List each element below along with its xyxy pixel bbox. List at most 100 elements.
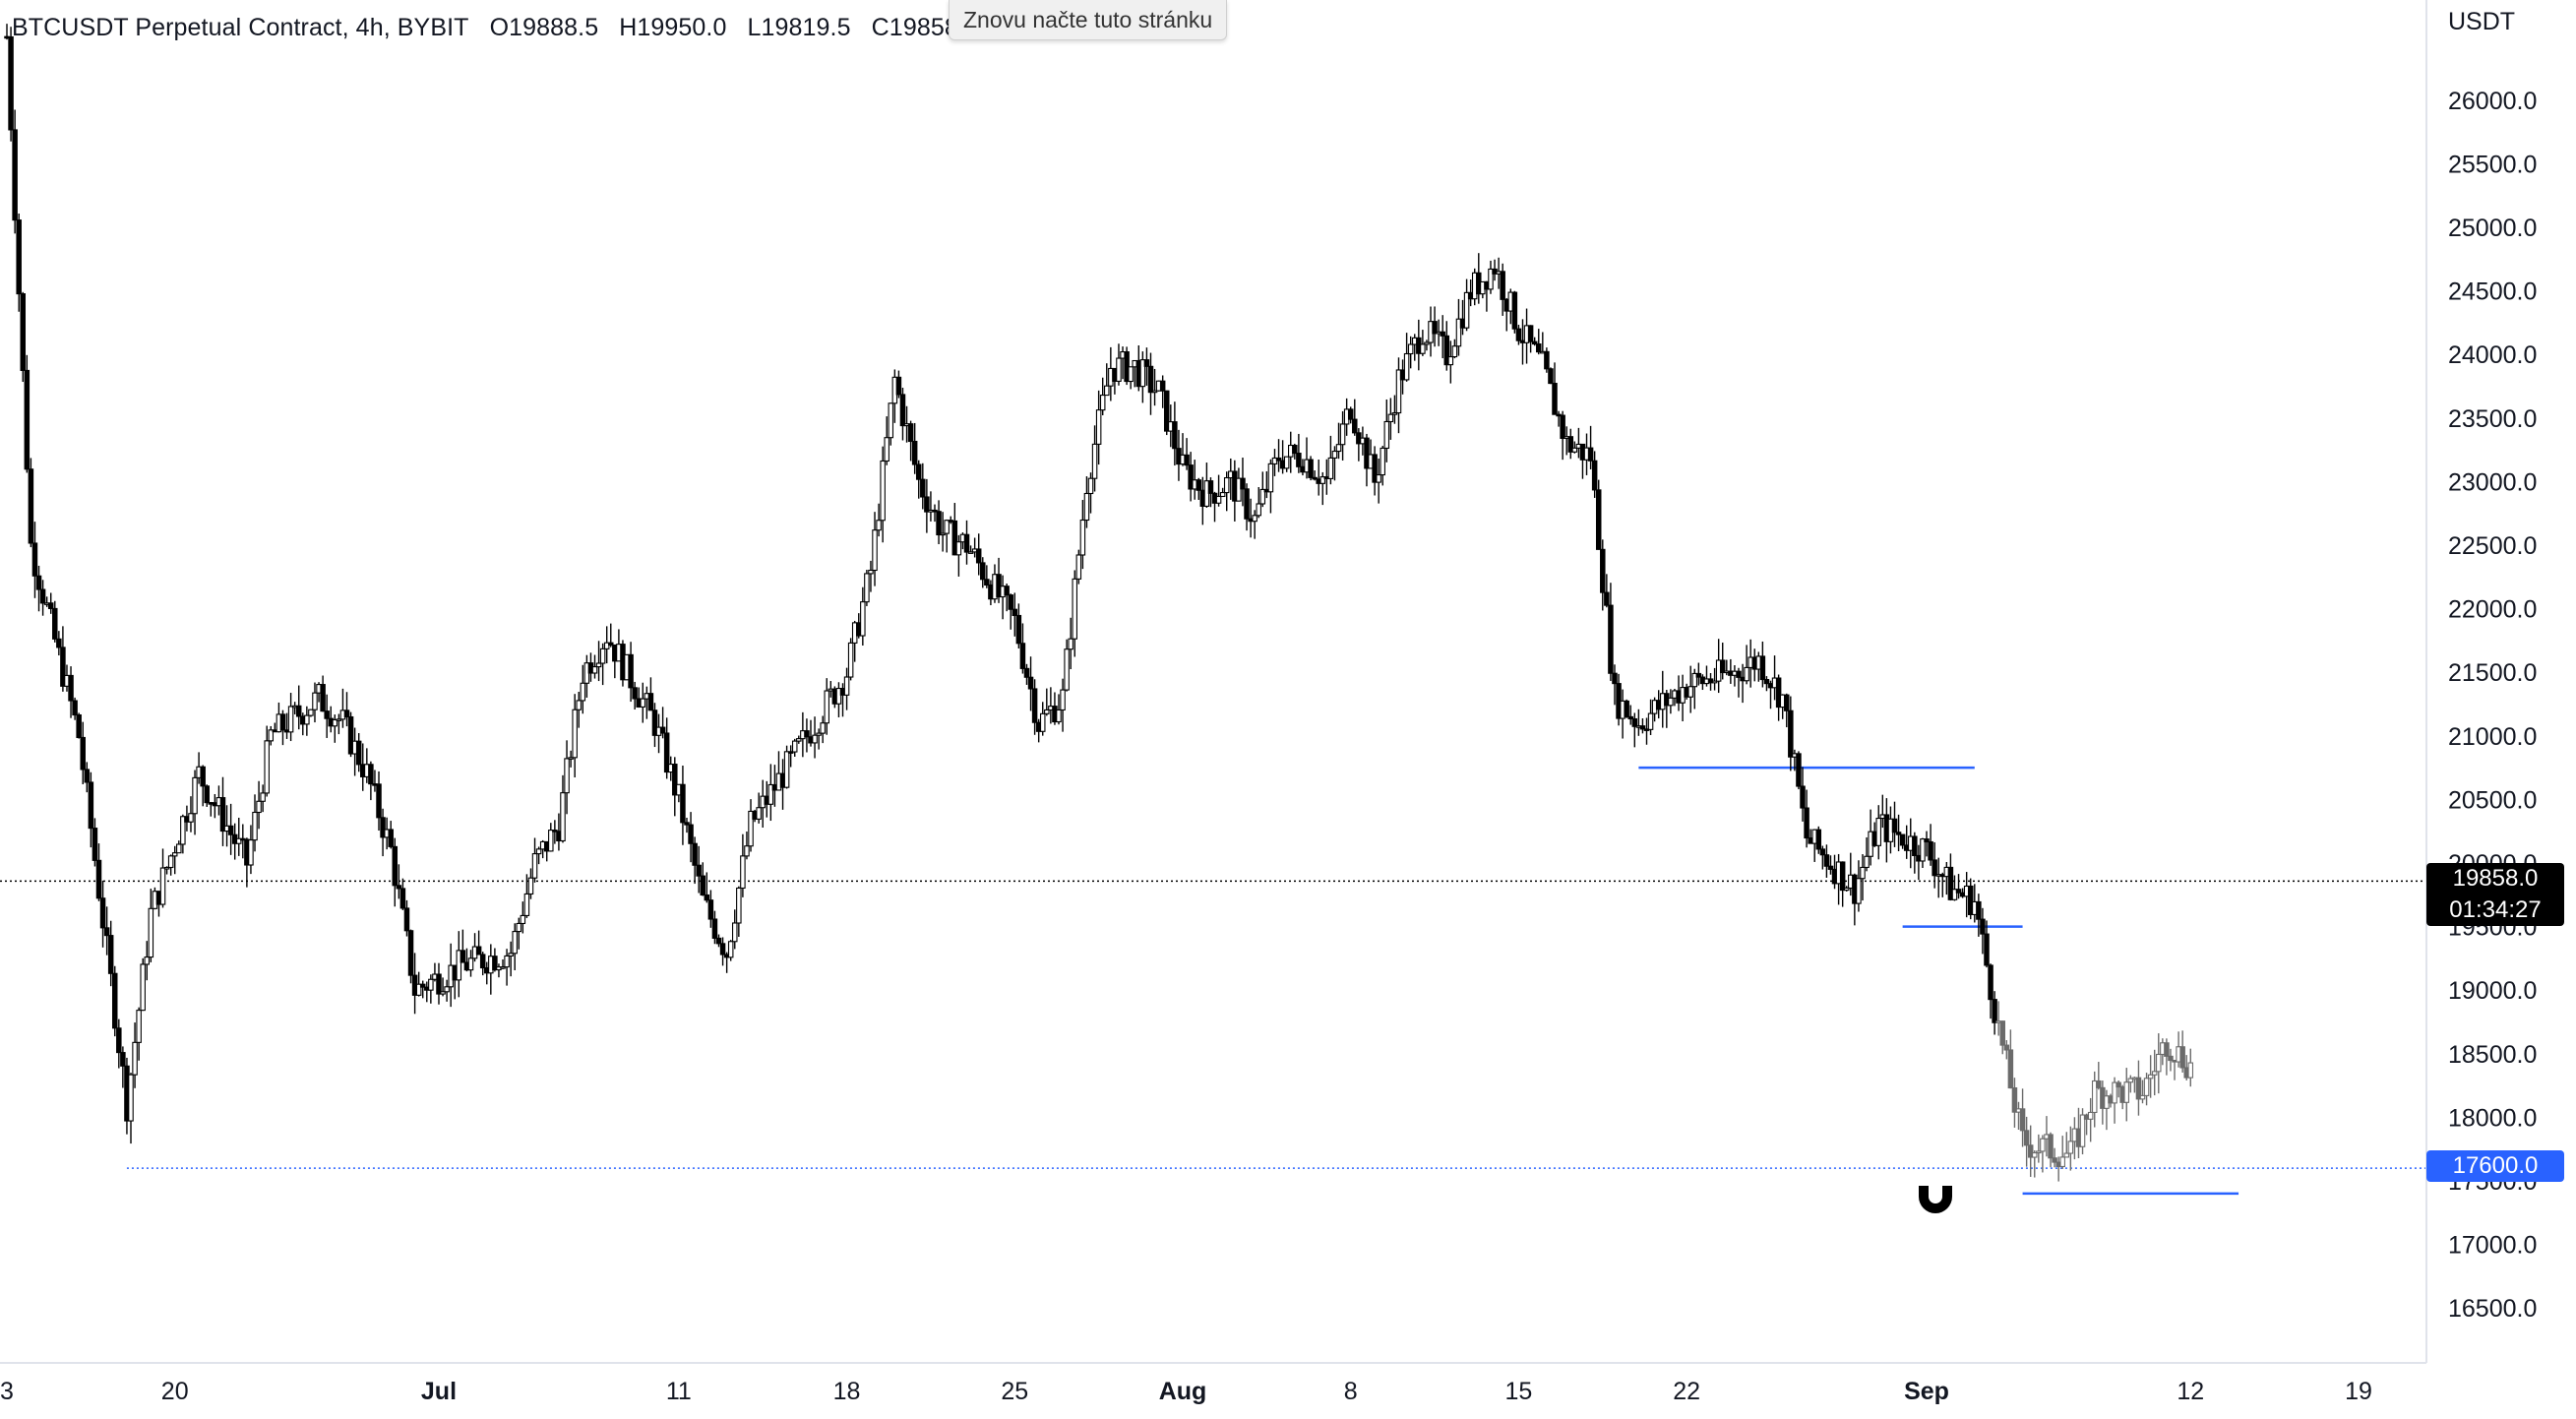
candle-body xyxy=(287,706,294,733)
candle-body xyxy=(103,927,110,937)
symbol-legend: BTCUSDT Perpetual Contract, 4h, BYBIT O1… xyxy=(12,14,993,42)
candle-body xyxy=(684,822,690,826)
magnet-icon[interactable] xyxy=(1913,1177,1958,1216)
candle-body xyxy=(1188,464,1194,490)
candle-body xyxy=(1775,677,1782,709)
candle-body xyxy=(1744,666,1749,682)
candle-body xyxy=(1056,709,1062,723)
price-tick-label: 23000.0 xyxy=(2448,468,2537,496)
candle-body xyxy=(176,843,182,854)
time-tick-label: 15 xyxy=(1505,1378,1533,1405)
candle-body xyxy=(500,966,506,969)
candle-body xyxy=(980,562,986,581)
candle-body xyxy=(2019,1108,2026,1132)
candle-body xyxy=(523,893,530,916)
candle-body xyxy=(1571,447,1578,453)
time-tick-label: Sep xyxy=(1904,1378,1949,1405)
candle-body xyxy=(1895,832,1902,835)
candle-body xyxy=(1631,717,1638,727)
symbol-title[interactable]: BTCUSDT Perpetual Contract, 4h, BYBIT xyxy=(12,14,469,41)
candle-body xyxy=(2091,1080,2098,1114)
candle-body xyxy=(975,548,982,564)
time-axis[interactable]: 3 20 Jul 11 18 25 Aug 8 15 22 Sep 12 19 xyxy=(0,1378,2372,1405)
candle-body xyxy=(1163,390,1170,432)
candle-body xyxy=(1924,838,1930,843)
candle-body xyxy=(1967,885,1974,915)
candle-body xyxy=(128,1074,134,1122)
candle-body xyxy=(603,642,610,649)
candle-body xyxy=(407,930,414,976)
candle-body xyxy=(2096,1080,2102,1088)
candle-body xyxy=(1691,672,1698,688)
candle-body xyxy=(1335,444,1342,453)
candle-body xyxy=(1687,686,1693,698)
candle-body xyxy=(419,983,426,988)
candle-body xyxy=(1432,321,1438,335)
candle-body xyxy=(1531,340,1538,345)
candle-body xyxy=(599,648,606,664)
candle-body xyxy=(1899,833,1906,846)
candle-body xyxy=(1128,366,1134,383)
price-tick-label: 17000.0 xyxy=(2448,1232,2537,1260)
candle-body xyxy=(1947,866,1954,900)
candle-body xyxy=(492,956,498,971)
candle-body xyxy=(1147,365,1154,394)
bar-countdown-label: 01:34:27 xyxy=(2449,896,2542,923)
candle-body xyxy=(171,852,178,857)
candle-body xyxy=(1292,444,1298,455)
time-tick-label: 11 xyxy=(666,1378,692,1405)
candle-body xyxy=(1984,933,1990,966)
currency-label[interactable]: USDT xyxy=(2448,8,2516,35)
candle-body xyxy=(1331,450,1338,459)
candle-body xyxy=(475,946,482,956)
candle-body xyxy=(403,907,410,932)
candle-body xyxy=(876,520,882,531)
candle-body xyxy=(1608,604,1614,674)
candle-body xyxy=(1552,383,1558,415)
price-tick-label: 21000.0 xyxy=(2448,723,2537,751)
candle-body xyxy=(56,638,62,648)
candle-body xyxy=(2187,1062,2194,1079)
candle-body xyxy=(895,376,902,396)
candle-body xyxy=(347,715,354,755)
candle-body xyxy=(47,602,54,609)
candle-body xyxy=(791,740,798,753)
candle-body xyxy=(884,437,889,463)
candle-body xyxy=(1319,476,1326,484)
candle-body xyxy=(1219,492,1226,498)
candle-body xyxy=(332,718,338,727)
candle-body xyxy=(60,647,66,687)
time-tick-label: 22 xyxy=(1673,1378,1700,1405)
candle-body xyxy=(1252,515,1257,523)
candle-body xyxy=(707,899,714,920)
candle-body xyxy=(1376,473,1381,483)
price-axis[interactable]: 16500.017000.017500.018000.018500.019000… xyxy=(2448,88,2537,1323)
candle-body xyxy=(444,986,450,993)
price-tick-label: 23500.0 xyxy=(2448,405,2537,433)
candle-body xyxy=(1451,345,1458,358)
candle-body xyxy=(324,710,330,719)
candle-body xyxy=(2007,1049,2014,1089)
candle-body xyxy=(700,875,705,896)
candle-body xyxy=(816,732,822,736)
candle-body xyxy=(2112,1081,2117,1104)
candle-body xyxy=(20,293,27,371)
candle-body xyxy=(1819,848,1826,856)
candle-body xyxy=(140,963,146,1012)
candle-body xyxy=(864,573,870,603)
candle-body xyxy=(320,684,326,712)
candle-body xyxy=(936,511,942,536)
candle-body xyxy=(1296,453,1302,467)
candle-body xyxy=(1064,648,1070,691)
candle-body xyxy=(1955,889,1962,894)
ohlc-open: O19888.5 xyxy=(489,14,599,41)
candle-body xyxy=(1339,423,1346,446)
price-tick-label: 22000.0 xyxy=(2448,596,2537,624)
candle-body xyxy=(1196,479,1202,491)
time-tick-label: 12 xyxy=(2177,1378,2204,1405)
candle-body xyxy=(1443,335,1450,366)
candle-body xyxy=(88,781,94,830)
candle-body xyxy=(132,1041,138,1076)
candle-body xyxy=(2027,1144,2034,1158)
